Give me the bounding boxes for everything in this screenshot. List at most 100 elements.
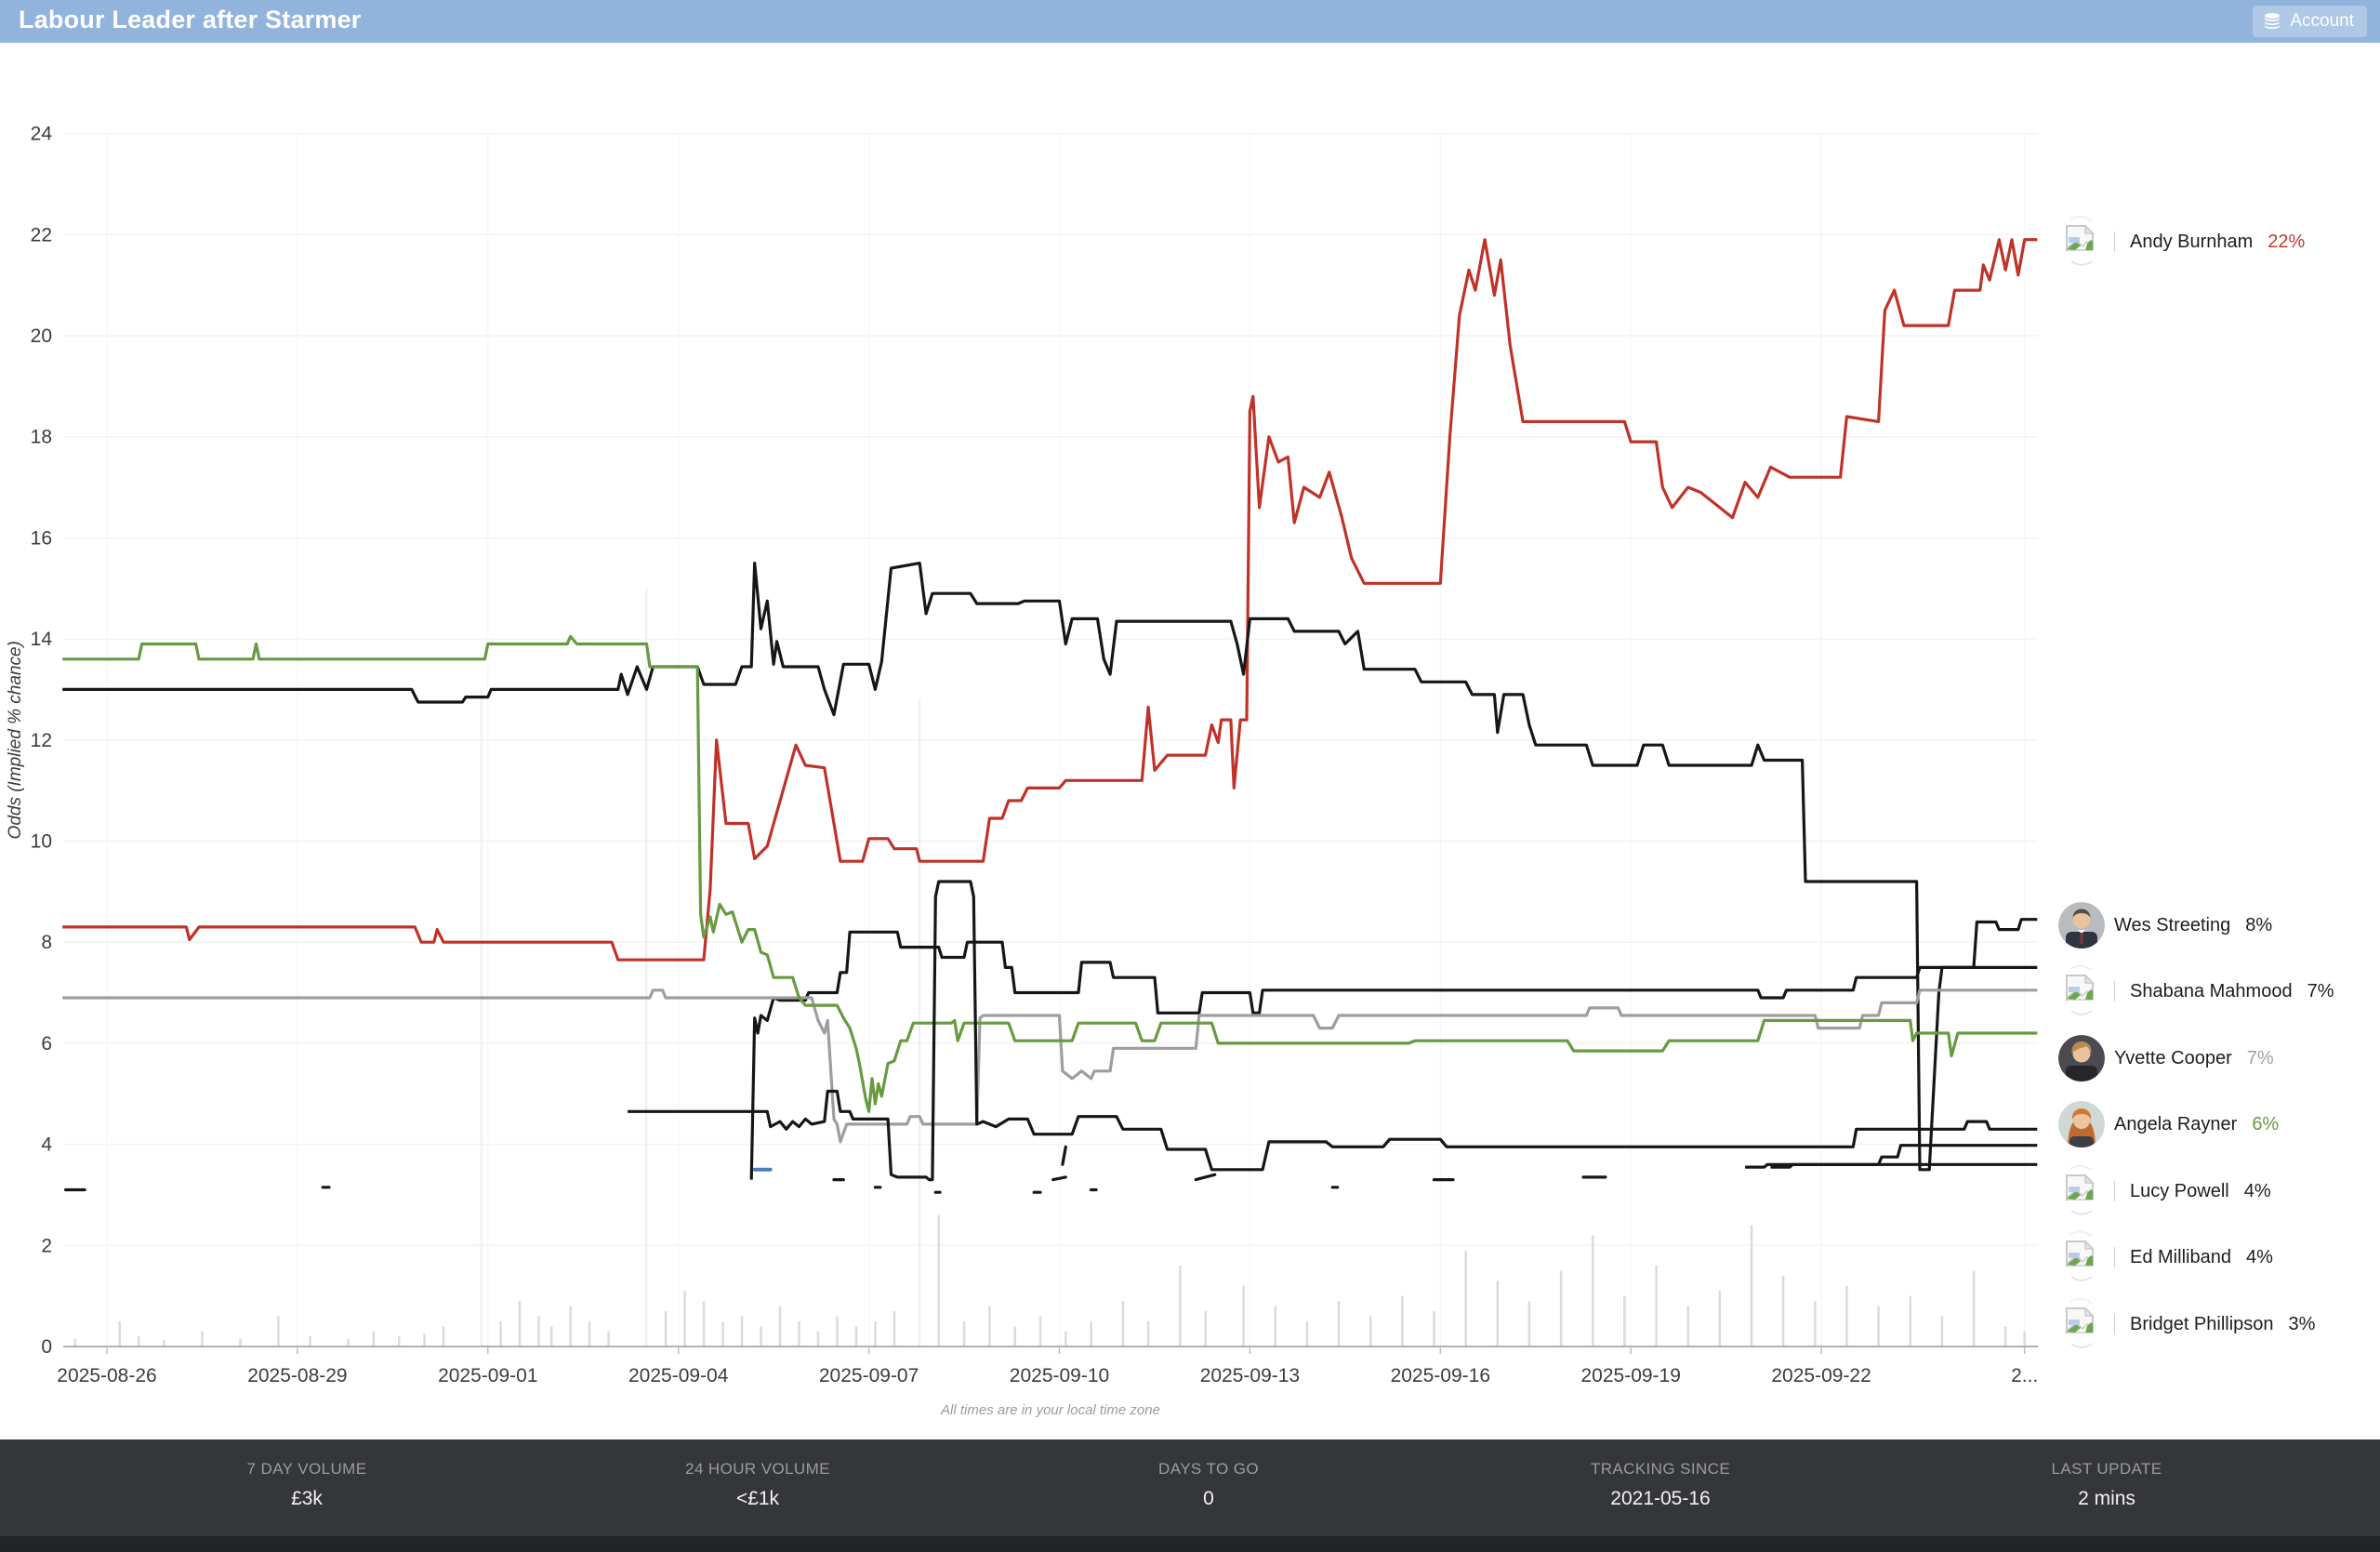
stat-24-hour-volume: 24 HOUR VOLUME <£1k (685, 1460, 830, 1510)
svg-text:14: 14 (31, 629, 53, 650)
stat-value: <£1k (735, 1488, 780, 1509)
svg-text:2025-09-19: 2025-09-19 (1580, 1365, 1680, 1386)
svg-text:2025-09-04: 2025-09-04 (628, 1365, 729, 1386)
legend-candidate-name: Bridget Phillipson (2130, 1313, 2274, 1334)
svg-text:2025-08-29: 2025-08-29 (247, 1365, 347, 1386)
legend-entry-bridget-phillipson[interactable]: Bridget Phillipson 3% (2058, 1297, 2316, 1350)
account-button[interactable]: Account (2253, 6, 2367, 37)
header-bar: Labour Leader after Starmer Account (0, 0, 2380, 43)
svg-text:0: 0 (41, 1336, 52, 1358)
svg-text:2025-08-26: 2025-08-26 (57, 1365, 156, 1386)
footer-bottom-strip (0, 1536, 2380, 1552)
legend-candidate-pct: 22% (2268, 231, 2306, 252)
series-line-shabana-mahmood (749, 930, 2038, 1180)
svg-text:24: 24 (31, 124, 53, 145)
legend-candidate-name: Yvette Cooper (2114, 1047, 2232, 1068)
stat-label: 7 DAY VOLUME (246, 1460, 367, 1478)
stat-value: 2 mins (2078, 1488, 2135, 1509)
broken-image-icon (2058, 1164, 2105, 1217)
svg-text:10: 10 (31, 831, 52, 853)
svg-text:2025-09-22: 2025-09-22 (1771, 1365, 1871, 1386)
stat-label: LAST UPDATE (2051, 1460, 2162, 1478)
svg-text:18: 18 (31, 427, 52, 448)
svg-text:22: 22 (31, 224, 52, 245)
legend-candidate-pct: 3% (2288, 1313, 2316, 1334)
broken-image-icon (2058, 215, 2105, 268)
avatar (2058, 1035, 2105, 1081)
series-line-lucy-powell (628, 880, 2038, 1182)
page-title: Labour Leader after Starmer (19, 6, 362, 33)
y-axis-title: Odds (Implied % chance) (6, 641, 25, 839)
series-line-angela-rayner (62, 634, 2038, 1113)
legend-candidate-name: Lucy Powell (2130, 1180, 2229, 1201)
stat-value: 2021-05-16 (1610, 1488, 1711, 1509)
svg-text:2025-09-07: 2025-09-07 (819, 1365, 919, 1386)
legend-candidate-pct: 8% (2245, 914, 2273, 935)
stat-tracking-since: TRACKING SINCE 2021-05-16 (1591, 1460, 1730, 1510)
series-line-wes-streeting (62, 561, 2038, 1172)
svg-text:2025-09-13: 2025-09-13 (1200, 1365, 1300, 1386)
legend-candidate-name: Angela Rayner (2114, 1113, 2238, 1134)
account-button-label: Account (2290, 11, 2354, 31)
broken-image-icon (2058, 1297, 2105, 1350)
legend-candidate-pct: 6% (2252, 1113, 2280, 1134)
svg-text:2025-09-16: 2025-09-16 (1391, 1365, 1490, 1386)
legend-candidate-name: Wes Streeting (2114, 914, 2231, 935)
horizontal-gridlines (63, 132, 2038, 1347)
legend-candidate-name: Ed Milliband (2130, 1246, 2231, 1267)
series-line-andy-burnham (62, 238, 2038, 962)
stat-label: DAYS TO GO (1158, 1460, 1259, 1478)
avatar (2058, 902, 2105, 948)
x-axis-labels: 2025-08-26 2025-08-29 2025-09-01 2025-09-04… (57, 1365, 2038, 1386)
stats-footer: 7 DAY VOLUME £3k 24 HOUR VOLUME <£1k DAYS TO… (0, 1439, 2380, 1536)
legend-candidate-pct: 4% (2245, 1246, 2273, 1267)
svg-text:2...: 2... (2011, 1365, 2038, 1386)
svg-text:16: 16 (31, 527, 52, 549)
stat-value: 0 (1203, 1488, 1214, 1509)
avatar (2058, 1101, 2105, 1147)
broken-image-icon (2058, 964, 2105, 1017)
stat-last-update: LAST UPDATE 2 mins (2051, 1460, 2162, 1510)
legend-entry-angela-rayner[interactable]: Angela Rayner 6% (2058, 1098, 2279, 1150)
legend-entry-ed-milliband[interactable]: Ed Milliband 4% (2058, 1230, 2273, 1283)
svg-text:2025-09-10: 2025-09-10 (1010, 1365, 1109, 1386)
coins-icon (2262, 11, 2282, 32)
odds-chart[interactable]: 2025-08-26 2025-08-29 2025-09-01 2025-09-04… (0, 43, 2380, 1439)
broken-image-separator (2114, 1314, 2115, 1334)
broken-image-separator (2114, 981, 2115, 1002)
svg-text:2025-09-01: 2025-09-01 (438, 1365, 537, 1386)
legend-entry-yvette-cooper[interactable]: Yvette Cooper 7% (2058, 1032, 2274, 1084)
stat-value: £3k (291, 1488, 323, 1509)
broken-image-separator (2114, 1181, 2115, 1201)
timezone-footnote: All times are in your local time zone (940, 1402, 1160, 1418)
svg-text:8: 8 (41, 932, 52, 953)
svg-text:20: 20 (31, 325, 52, 347)
legend-entry-shabana-mahmood[interactable]: Shabana Mahmood 7% (2058, 964, 2334, 1017)
broken-image-separator (2114, 232, 2115, 252)
svg-text:12: 12 (31, 730, 52, 751)
volume-bars (73, 588, 2026, 1346)
series-line-ed-milliband (1745, 1144, 2038, 1169)
x-axis-ticks (106, 1346, 2026, 1354)
legend-candidate-pct: 7% (2307, 980, 2334, 1002)
stat-days-to-go: DAYS TO GO 0 (1158, 1460, 1259, 1510)
broken-image-icon (2058, 1230, 2105, 1283)
series-line-yvette-cooper (62, 988, 2038, 1144)
legend-candidate-name: Andy Burnham (2130, 231, 2254, 252)
legend-candidate-pct: 7% (2246, 1047, 2274, 1068)
legend-entry-wes-streeting[interactable]: Wes Streeting 8% (2058, 899, 2272, 951)
broken-image-separator (2114, 1247, 2115, 1267)
legend-candidate-pct: 4% (2243, 1180, 2271, 1201)
stat-7-day-volume: 7 DAY VOLUME £3k (247, 1460, 367, 1510)
fragment-marks-0 (63, 1145, 1607, 1194)
svg-text:4: 4 (41, 1134, 52, 1156)
stat-label: 24 HOUR VOLUME (685, 1460, 830, 1478)
svg-text:6: 6 (41, 1033, 52, 1055)
svg-text:2: 2 (41, 1235, 52, 1256)
stat-label: TRACKING SINCE (1590, 1460, 1731, 1478)
legend-candidate-name: Shabana Mahmood (2130, 980, 2293, 1002)
legend-entry-andy-burnham[interactable]: Andy Burnham 22% (2058, 215, 2306, 268)
legend-entry-lucy-powell[interactable]: Lucy Powell 4% (2058, 1164, 2271, 1217)
